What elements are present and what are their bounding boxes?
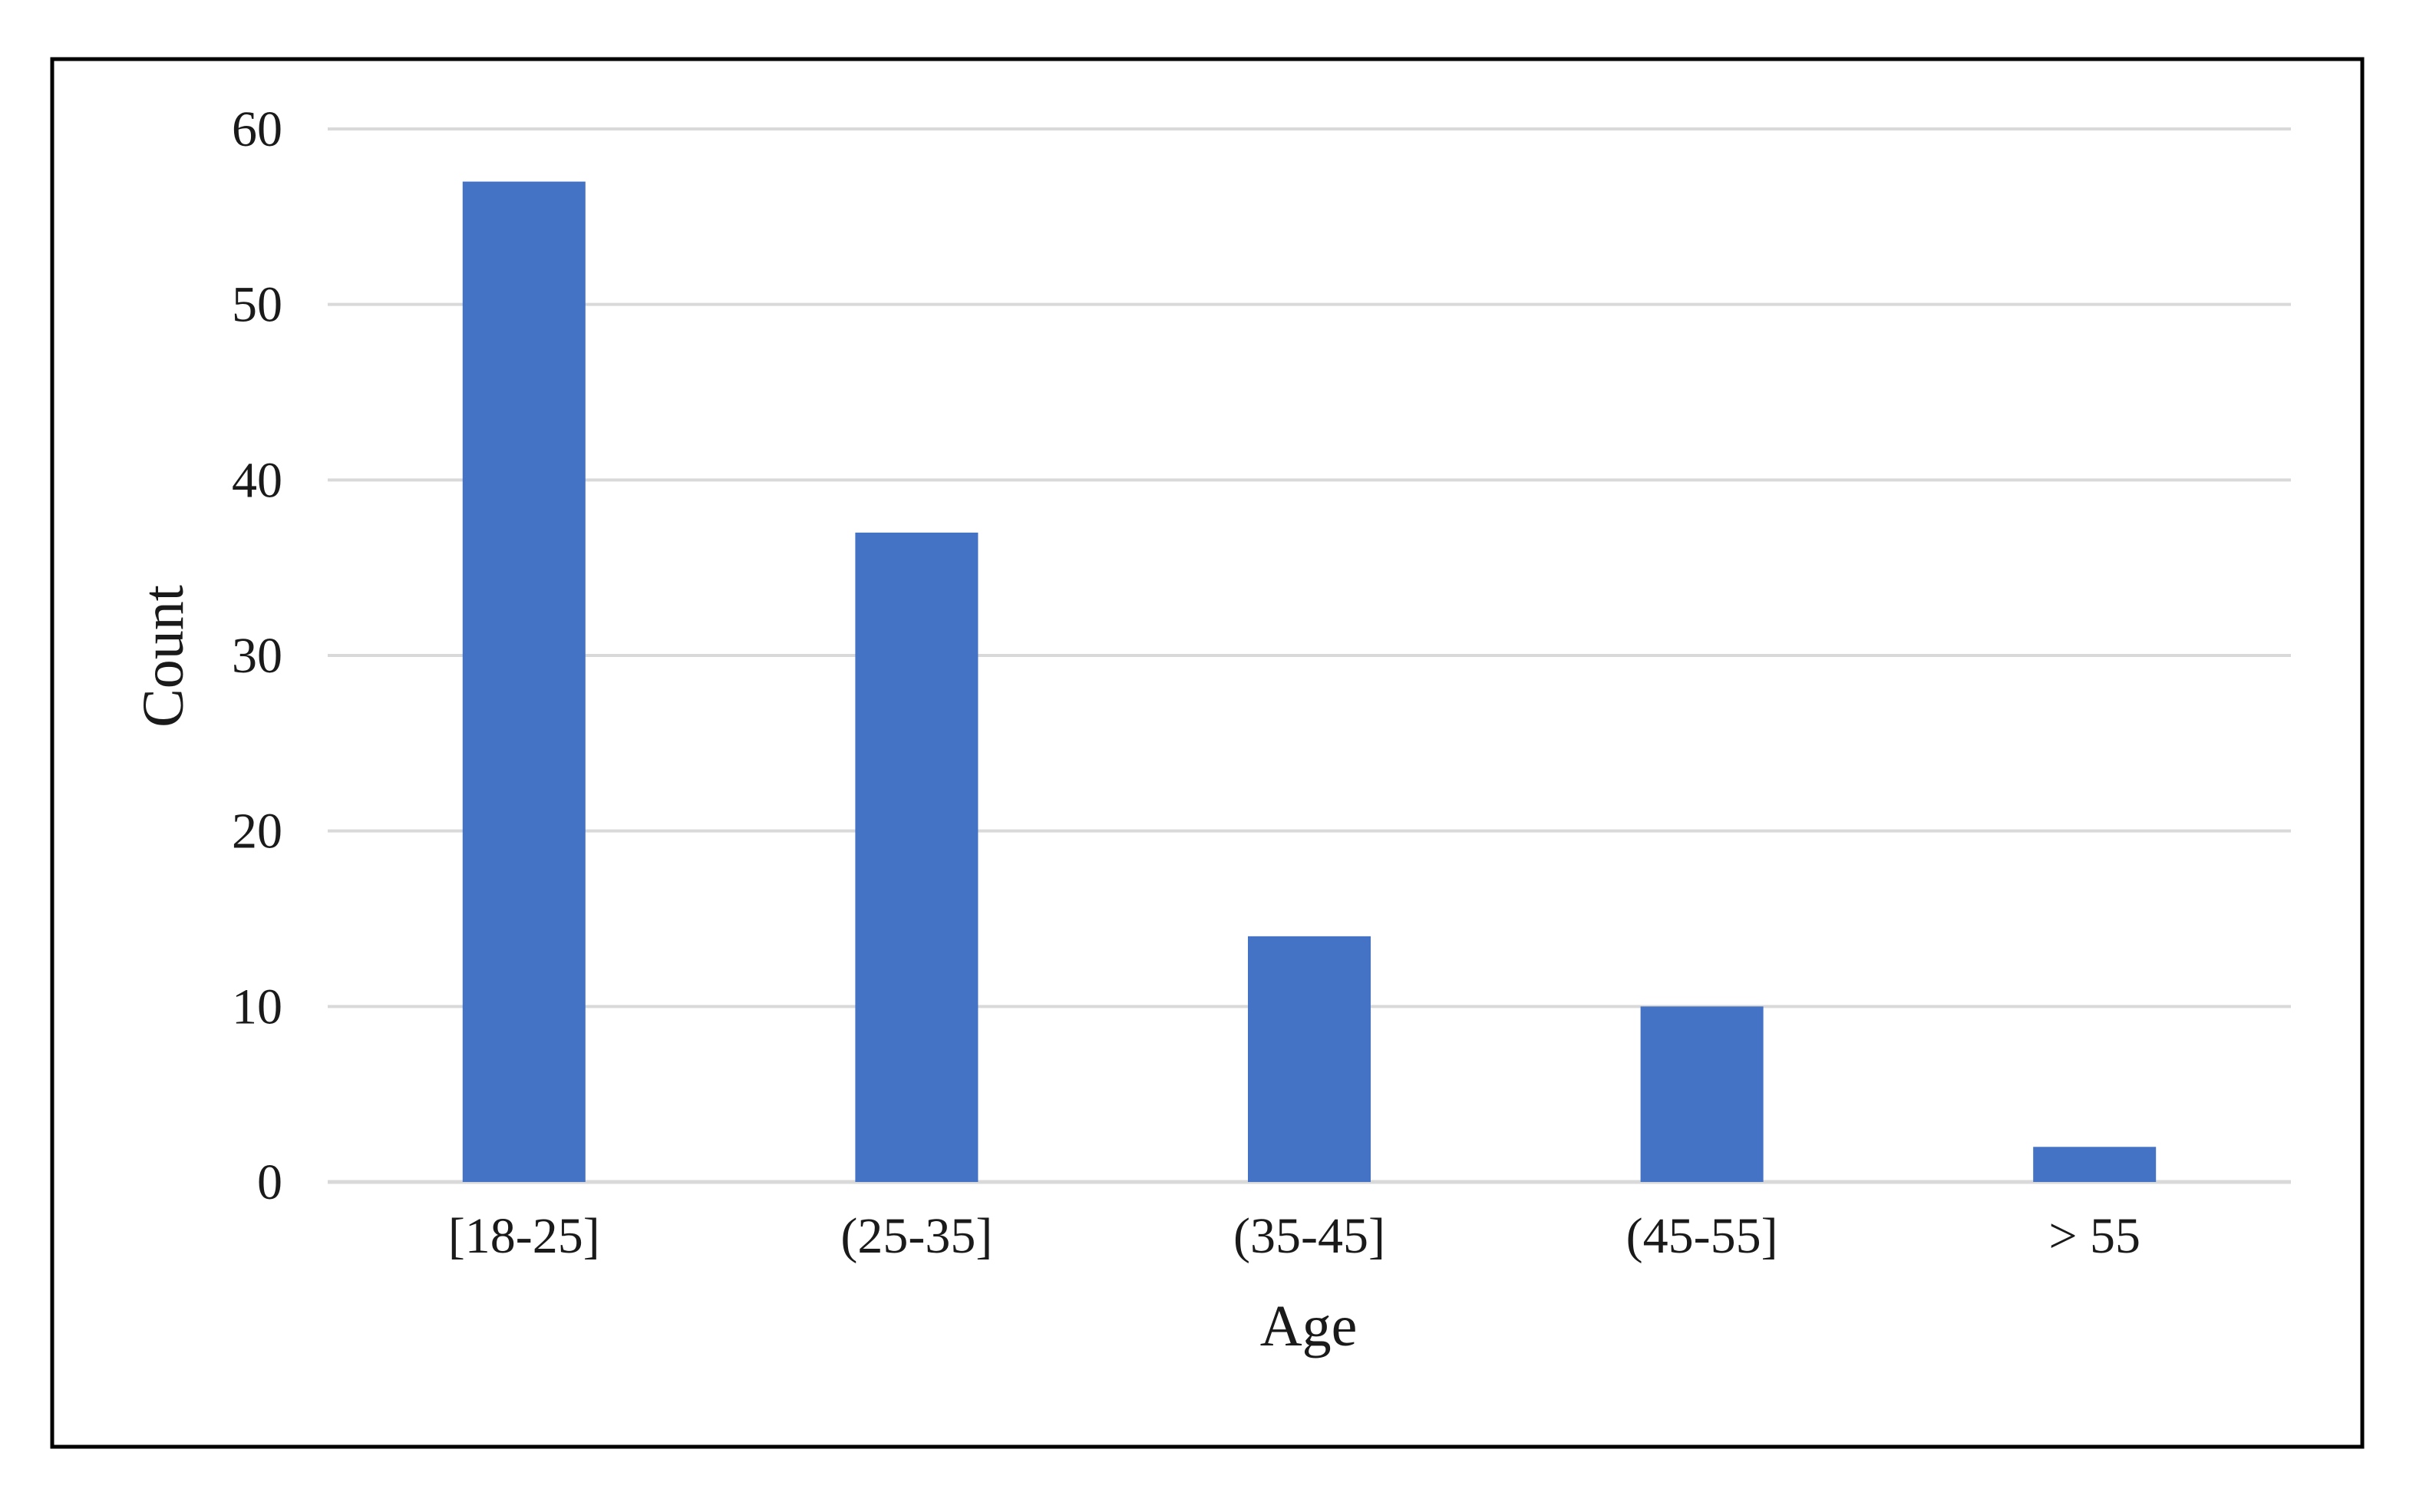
bar [855, 532, 979, 1182]
y-tick-label: 60 [232, 101, 282, 157]
x-tick-label: (35-45] [1233, 1208, 1385, 1264]
y-axis-ticks: 0 10 20 30 40 50 60 [232, 101, 282, 1210]
x-axis-ticks: [18-25] (25-35] (35-45] (45-55] > 55 [448, 1208, 2140, 1264]
y-tick-label: 0 [257, 1154, 282, 1210]
bar [1640, 1006, 1764, 1182]
bar [462, 181, 586, 1183]
x-tick-label: (25-35] [840, 1208, 992, 1264]
x-axis-title: Age [1260, 1294, 1358, 1358]
y-axis-title: Count [131, 585, 196, 728]
y-tick-label: 30 [232, 628, 282, 684]
chart-border [50, 57, 2365, 1449]
y-tick-label: 10 [232, 979, 282, 1035]
y-tick-label: 40 [232, 452, 282, 508]
x-tick-label: > 55 [2048, 1208, 2140, 1264]
gridlines [328, 127, 2291, 1184]
y-tick-label: 20 [232, 804, 282, 860]
bars [462, 181, 2157, 1183]
bar [1248, 936, 1371, 1182]
x-tick-label: (45-55] [1626, 1208, 1778, 1264]
x-tick-label: [18-25] [448, 1208, 600, 1264]
bar [2033, 1147, 2157, 1182]
y-tick-label: 50 [232, 277, 282, 333]
